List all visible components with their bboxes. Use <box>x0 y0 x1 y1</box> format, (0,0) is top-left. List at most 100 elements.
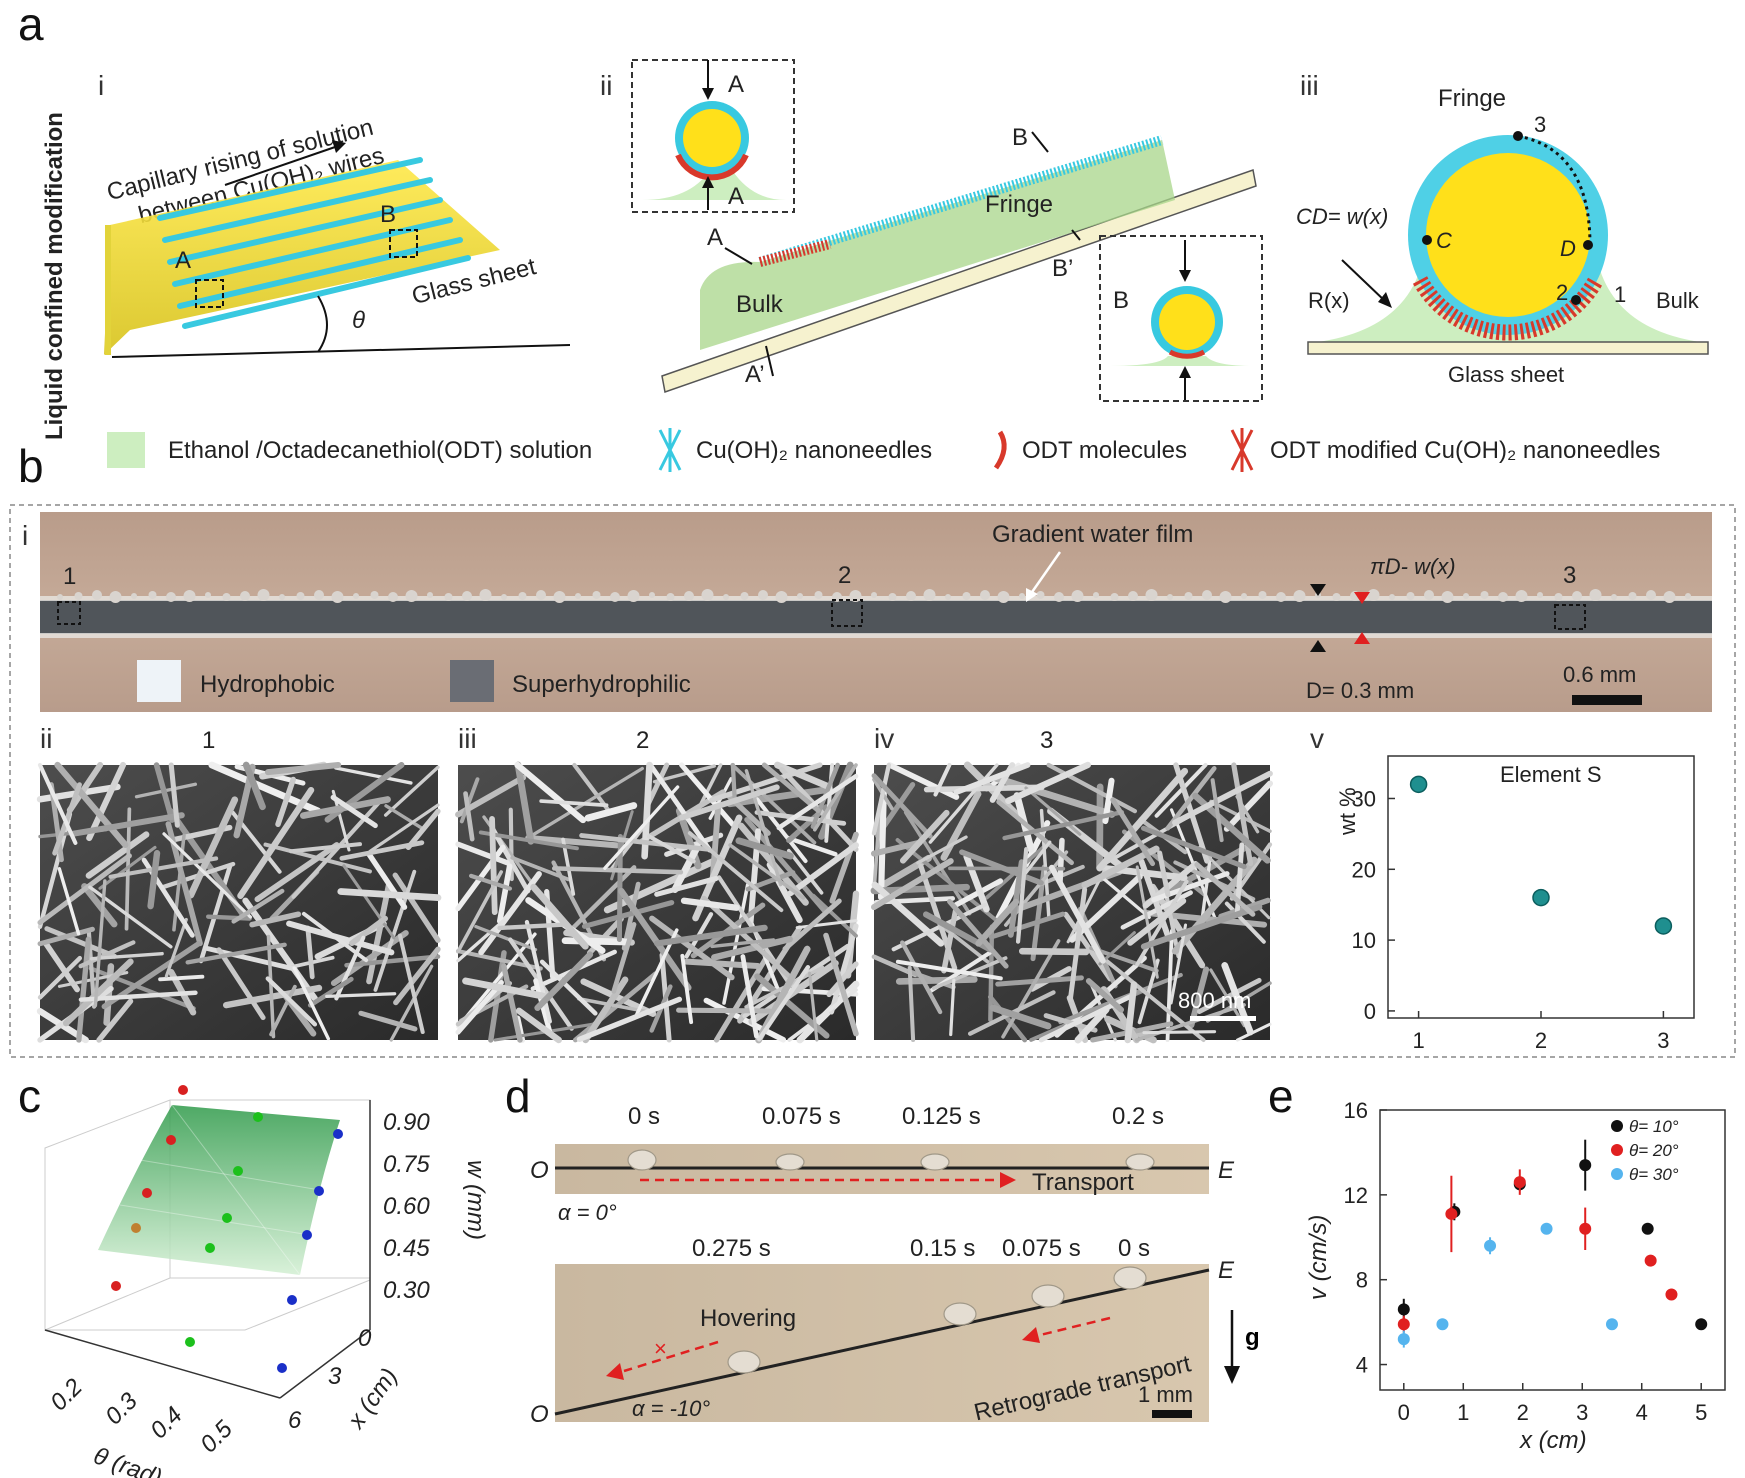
panel-a-i: i Capillary rising of solution between C… <box>98 70 571 358</box>
nanoneedle <box>525 835 620 849</box>
nanoneedle <box>85 831 150 879</box>
nanoneedle <box>1015 847 1029 944</box>
nanoneedle <box>871 773 933 839</box>
nanoneedle <box>649 915 735 981</box>
bv-ytick: 20 <box>1352 857 1376 882</box>
c-ztick-0: 0.90 <box>383 1109 430 1136</box>
nanoneedle <box>787 842 859 897</box>
angle-label: θ <box>352 307 365 334</box>
nanoneedle <box>496 863 513 924</box>
bv-xtick: 1 <box>1412 1028 1424 1053</box>
nanoneedle <box>368 803 440 854</box>
nanoneedle <box>455 841 510 866</box>
box-a <box>195 279 224 308</box>
nanoneedle <box>1085 978 1125 1013</box>
base-line <box>111 344 571 358</box>
box-b <box>389 229 418 258</box>
legend-solution: Ethanol /Octadecanethiol(ODT) solution <box>168 437 592 464</box>
box-b-label: B <box>380 201 396 228</box>
nanoneedle <box>242 761 266 811</box>
nanoneedle <box>1074 1006 1110 1044</box>
d-bot-time-1: 0.15 s <box>910 1235 975 1262</box>
nanoneedle <box>337 888 442 902</box>
superhydrophilic-stripe <box>40 600 1712 634</box>
nanoneedle <box>456 917 507 963</box>
nanoneedle <box>37 762 78 845</box>
droplet <box>666 593 675 601</box>
droplet <box>1367 589 1380 601</box>
nanoneedle <box>923 784 1045 793</box>
panel-a-iii: iii Fringe Glass sheet CD= w(x) C D 3 2 … <box>1296 70 1709 387</box>
nanoneedle <box>198 864 233 964</box>
droplet <box>1389 594 1395 600</box>
e-legend-label: θ= 30° <box>1629 1165 1679 1184</box>
sem-iv: iv 3 800 nm <box>870 723 1274 1044</box>
droplet <box>444 593 453 601</box>
droplet <box>296 592 305 600</box>
droplet <box>1019 593 1025 599</box>
panel-a-iii-label: iii <box>1300 70 1319 101</box>
bv-title: Element S <box>1500 762 1602 787</box>
d-top-e: E <box>1218 1157 1235 1184</box>
nanoneedle <box>646 834 696 864</box>
nanoneedle <box>254 842 340 903</box>
nanoneedle <box>76 936 92 1043</box>
bv-ytick: 30 <box>1352 786 1376 811</box>
nanoneedle <box>81 883 118 928</box>
nanoneedle <box>187 796 239 899</box>
nanoneedle <box>1210 778 1224 843</box>
legend-needle: Cu(OH)₂ nanoneedles <box>696 437 932 464</box>
nanoneedle <box>305 925 315 980</box>
e-point <box>1579 1159 1592 1172</box>
e-xtick: 3 <box>1576 1400 1588 1425</box>
nanoneedle <box>1194 862 1256 917</box>
nanoneedle <box>539 799 609 808</box>
nanoneedle <box>342 864 396 940</box>
film-label: Gradient water film <box>992 521 1193 548</box>
nanoneedle <box>947 899 1009 969</box>
panel-c: c 0.90 0.75 0.60 0.45 0.30 w (mm) 0.2 0.… <box>18 1070 489 1478</box>
nanoneedle <box>478 871 542 956</box>
nanoneedle <box>108 856 219 879</box>
inset-a-liquid <box>642 170 786 200</box>
panel-a-letter: a <box>18 0 44 50</box>
bulk-needles <box>758 239 832 267</box>
e-point <box>1579 1222 1592 1235</box>
c-zlabel: w (mm) <box>462 1160 489 1240</box>
e-point <box>1397 1333 1410 1346</box>
c-xlabel: x (cm) <box>342 1363 403 1434</box>
nanoneedle <box>928 763 999 844</box>
c-ttick-3: 0.5 <box>195 1415 238 1458</box>
nanoneedle <box>988 911 1066 940</box>
droplet <box>1463 593 1469 599</box>
droplet <box>997 591 1010 603</box>
nanoneedle <box>216 947 266 1021</box>
fringe-label: Fringe <box>985 191 1053 218</box>
panel-d-letter: d <box>505 1070 531 1122</box>
droplet <box>1054 592 1064 602</box>
nanoneedle <box>782 898 842 952</box>
legend-a: Ethanol /Octadecanethiol(ODT) solution C… <box>107 428 1660 472</box>
e-point <box>1695 1318 1708 1331</box>
nanoneedle <box>989 1004 1052 1030</box>
sem-ii-roman: ii <box>40 723 52 754</box>
iii-bulk-label: Bulk <box>1656 288 1700 313</box>
droplet <box>1167 594 1173 600</box>
b-p1-label: 1 <box>63 563 76 590</box>
nanoneedle <box>654 924 768 947</box>
droplet <box>388 592 398 602</box>
nanoneedle <box>713 951 772 1043</box>
nanoneedle <box>561 937 630 946</box>
iii-fringe-label: Fringe <box>1438 85 1506 112</box>
droplet <box>1628 592 1637 600</box>
cyan-wires <box>157 157 471 329</box>
e-legend-marker <box>1611 1168 1623 1180</box>
nanoneedle <box>766 861 803 924</box>
d-top-o: O <box>530 1157 549 1184</box>
p3-label: 3 <box>1534 112 1546 137</box>
hovering-label: Hovering <box>700 1305 796 1332</box>
nanoneedle <box>701 895 796 982</box>
nanoneedle <box>1089 946 1159 973</box>
e-point <box>1397 1318 1410 1331</box>
